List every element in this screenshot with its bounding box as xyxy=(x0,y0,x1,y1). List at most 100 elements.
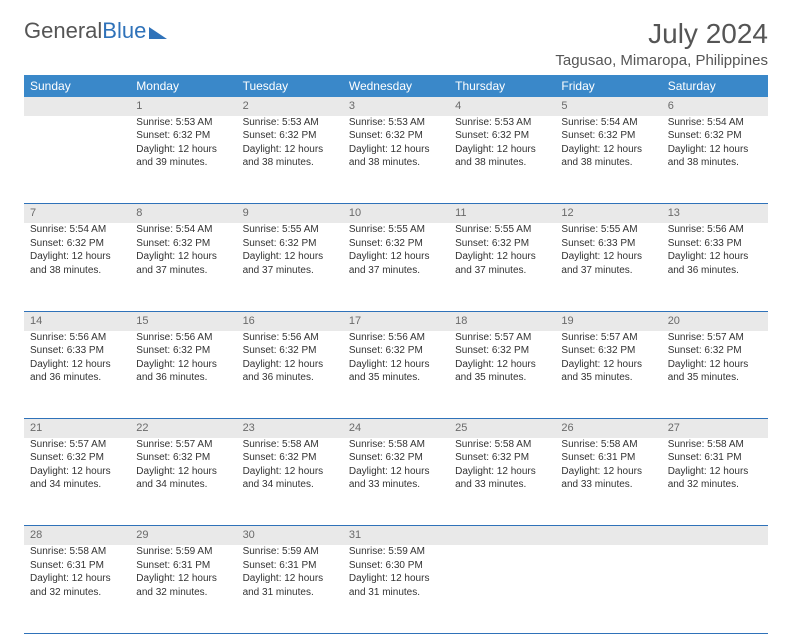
day-cell: Sunrise: 5:58 AMSunset: 6:32 PMDaylight:… xyxy=(343,438,449,526)
daylight-line: Daylight: 12 hours and 37 minutes. xyxy=(561,250,655,277)
day-cell: Sunrise: 5:56 AMSunset: 6:32 PMDaylight:… xyxy=(237,331,343,419)
day-number: 18 xyxy=(449,311,555,330)
day-cell: Sunrise: 5:54 AMSunset: 6:32 PMDaylight:… xyxy=(555,116,661,204)
day-cell: Sunrise: 5:55 AMSunset: 6:32 PMDaylight:… xyxy=(237,223,343,311)
day-number: 25 xyxy=(449,419,555,438)
day-cell: Sunrise: 5:57 AMSunset: 6:32 PMDaylight:… xyxy=(662,331,768,419)
daylight-line: Daylight: 12 hours and 36 minutes. xyxy=(30,358,124,385)
daylight-line: Daylight: 12 hours and 31 minutes. xyxy=(243,572,337,599)
day-cell: Sunrise: 5:57 AMSunset: 6:32 PMDaylight:… xyxy=(130,438,236,526)
day-cell: Sunrise: 5:59 AMSunset: 6:31 PMDaylight:… xyxy=(237,545,343,633)
sunrise-line: Sunrise: 5:57 AM xyxy=(668,331,762,345)
sunrise-line: Sunrise: 5:54 AM xyxy=(30,223,124,237)
sunrise-line: Sunrise: 5:53 AM xyxy=(136,116,230,130)
day-number xyxy=(449,526,555,545)
daylight-line: Daylight: 12 hours and 32 minutes. xyxy=(668,465,762,492)
sunrise-line: Sunrise: 5:55 AM xyxy=(349,223,443,237)
sunrise-line: Sunrise: 5:53 AM xyxy=(349,116,443,130)
col-tue: Tuesday xyxy=(237,75,343,97)
sunrise-line: Sunrise: 5:58 AM xyxy=(561,438,655,452)
calendar-week-row: Sunrise: 5:54 AMSunset: 6:32 PMDaylight:… xyxy=(24,223,768,311)
sunrise-line: Sunrise: 5:56 AM xyxy=(136,331,230,345)
day-cell: Sunrise: 5:58 AMSunset: 6:32 PMDaylight:… xyxy=(237,438,343,526)
daynum-row: 78910111213 xyxy=(24,204,768,223)
day-number: 20 xyxy=(662,311,768,330)
daynum-row: 28293031 xyxy=(24,526,768,545)
daylight-line: Daylight: 12 hours and 34 minutes. xyxy=(30,465,124,492)
day-number: 5 xyxy=(555,97,661,116)
sunset-line: Sunset: 6:32 PM xyxy=(349,344,443,358)
daynum-row: 21222324252627 xyxy=(24,419,768,438)
day-cell: Sunrise: 5:58 AMSunset: 6:31 PMDaylight:… xyxy=(555,438,661,526)
day-cell xyxy=(555,545,661,633)
daylight-line: Daylight: 12 hours and 31 minutes. xyxy=(349,572,443,599)
sunrise-line: Sunrise: 5:59 AM xyxy=(349,545,443,559)
day-number xyxy=(24,97,130,116)
sunset-line: Sunset: 6:33 PM xyxy=(668,237,762,251)
sunrise-line: Sunrise: 5:58 AM xyxy=(30,545,124,559)
day-number: 24 xyxy=(343,419,449,438)
daylight-line: Daylight: 12 hours and 38 minutes. xyxy=(30,250,124,277)
day-cell: Sunrise: 5:54 AMSunset: 6:32 PMDaylight:… xyxy=(130,223,236,311)
sunset-line: Sunset: 6:32 PM xyxy=(136,344,230,358)
calendar-header-row: Sunday Monday Tuesday Wednesday Thursday… xyxy=(24,75,768,97)
day-number: 3 xyxy=(343,97,449,116)
sunset-line: Sunset: 6:31 PM xyxy=(243,559,337,573)
daylight-line: Daylight: 12 hours and 37 minutes. xyxy=(243,250,337,277)
daylight-line: Daylight: 12 hours and 32 minutes. xyxy=(136,572,230,599)
day-cell: Sunrise: 5:56 AMSunset: 6:32 PMDaylight:… xyxy=(343,331,449,419)
day-number: 17 xyxy=(343,311,449,330)
sunset-line: Sunset: 6:31 PM xyxy=(668,451,762,465)
day-cell: Sunrise: 5:56 AMSunset: 6:33 PMDaylight:… xyxy=(662,223,768,311)
brand-part2: Blue xyxy=(102,18,146,44)
calendar-week-row: Sunrise: 5:57 AMSunset: 6:32 PMDaylight:… xyxy=(24,438,768,526)
day-cell: Sunrise: 5:58 AMSunset: 6:32 PMDaylight:… xyxy=(449,438,555,526)
sunset-line: Sunset: 6:32 PM xyxy=(455,129,549,143)
sunset-line: Sunset: 6:32 PM xyxy=(349,237,443,251)
day-cell: Sunrise: 5:58 AMSunset: 6:31 PMDaylight:… xyxy=(662,438,768,526)
daylight-line: Daylight: 12 hours and 33 minutes. xyxy=(349,465,443,492)
sunrise-line: Sunrise: 5:57 AM xyxy=(30,438,124,452)
col-wed: Wednesday xyxy=(343,75,449,97)
calendar-week-row: Sunrise: 5:56 AMSunset: 6:33 PMDaylight:… xyxy=(24,331,768,419)
day-cell: Sunrise: 5:57 AMSunset: 6:32 PMDaylight:… xyxy=(449,331,555,419)
day-cell: Sunrise: 5:56 AMSunset: 6:32 PMDaylight:… xyxy=(130,331,236,419)
day-number: 1 xyxy=(130,97,236,116)
day-number: 31 xyxy=(343,526,449,545)
sunset-line: Sunset: 6:31 PM xyxy=(136,559,230,573)
calendar-body: 123456Sunrise: 5:53 AMSunset: 6:32 PMDay… xyxy=(24,97,768,633)
daylight-line: Daylight: 12 hours and 36 minutes. xyxy=(243,358,337,385)
col-thu: Thursday xyxy=(449,75,555,97)
daylight-line: Daylight: 12 hours and 38 minutes. xyxy=(243,143,337,170)
sunrise-line: Sunrise: 5:53 AM xyxy=(243,116,337,130)
day-cell: Sunrise: 5:53 AMSunset: 6:32 PMDaylight:… xyxy=(449,116,555,204)
day-cell: Sunrise: 5:53 AMSunset: 6:32 PMDaylight:… xyxy=(130,116,236,204)
col-sun: Sunday xyxy=(24,75,130,97)
sunrise-line: Sunrise: 5:58 AM xyxy=(349,438,443,452)
daylight-line: Daylight: 12 hours and 39 minutes. xyxy=(136,143,230,170)
day-number: 27 xyxy=(662,419,768,438)
sunset-line: Sunset: 6:33 PM xyxy=(30,344,124,358)
day-number: 30 xyxy=(237,526,343,545)
daylight-line: Daylight: 12 hours and 35 minutes. xyxy=(349,358,443,385)
sunrise-line: Sunrise: 5:57 AM xyxy=(561,331,655,345)
sunrise-line: Sunrise: 5:58 AM xyxy=(455,438,549,452)
day-number: 6 xyxy=(662,97,768,116)
day-cell: Sunrise: 5:58 AMSunset: 6:31 PMDaylight:… xyxy=(24,545,130,633)
brand-part1: General xyxy=(24,18,102,44)
day-cell xyxy=(662,545,768,633)
calendar-week-row: Sunrise: 5:58 AMSunset: 6:31 PMDaylight:… xyxy=(24,545,768,633)
day-number: 13 xyxy=(662,204,768,223)
sunrise-line: Sunrise: 5:54 AM xyxy=(561,116,655,130)
daylight-line: Daylight: 12 hours and 32 minutes. xyxy=(30,572,124,599)
daylight-line: Daylight: 12 hours and 37 minutes. xyxy=(136,250,230,277)
daylight-line: Daylight: 12 hours and 38 minutes. xyxy=(668,143,762,170)
sunset-line: Sunset: 6:32 PM xyxy=(243,237,337,251)
sunset-line: Sunset: 6:32 PM xyxy=(243,344,337,358)
sunrise-line: Sunrise: 5:58 AM xyxy=(243,438,337,452)
day-number: 12 xyxy=(555,204,661,223)
sunrise-line: Sunrise: 5:55 AM xyxy=(243,223,337,237)
daylight-line: Daylight: 12 hours and 36 minutes. xyxy=(136,358,230,385)
sunrise-line: Sunrise: 5:58 AM xyxy=(668,438,762,452)
daylight-line: Daylight: 12 hours and 33 minutes. xyxy=(455,465,549,492)
